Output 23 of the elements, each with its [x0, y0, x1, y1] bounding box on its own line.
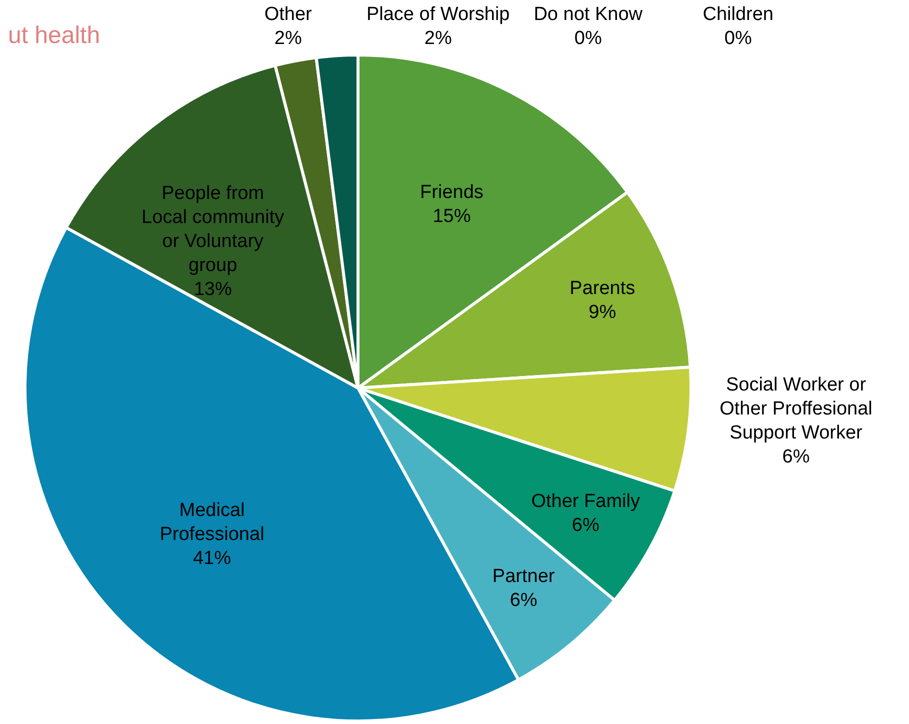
data-label: 2%: [274, 28, 302, 49]
data-label: 13%: [194, 279, 232, 300]
text: ut health: [8, 22, 100, 49]
data-label: 6%: [510, 590, 538, 612]
data-label: 6%: [782, 446, 810, 468]
slice-label: Parents: [570, 278, 636, 300]
text: 0%: [724, 28, 752, 49]
slice-label: Other: [264, 4, 313, 25]
slice-label: Partner: [492, 566, 556, 588]
data-label: 9%: [588, 302, 616, 324]
data-label: 6%: [572, 515, 600, 536]
data-label: 15%: [432, 206, 471, 228]
slice-label: Place of Worship: [366, 4, 510, 25]
data-label: 41%: [192, 548, 232, 569]
category-label: Do not Know: [534, 4, 643, 25]
data-label: 2%: [424, 28, 452, 49]
slice-label: Medical Professional: [160, 500, 264, 545]
category-label: Children: [702, 4, 774, 25]
slice-label: Friends: [420, 182, 484, 204]
slice-label: Other Family: [531, 491, 640, 512]
slice-label: Social Worker or Other Proffesional Support Worker: [720, 374, 872, 444]
slice-label: People from Local community or Voluntary group: [142, 183, 285, 276]
text: 0%: [574, 28, 602, 49]
